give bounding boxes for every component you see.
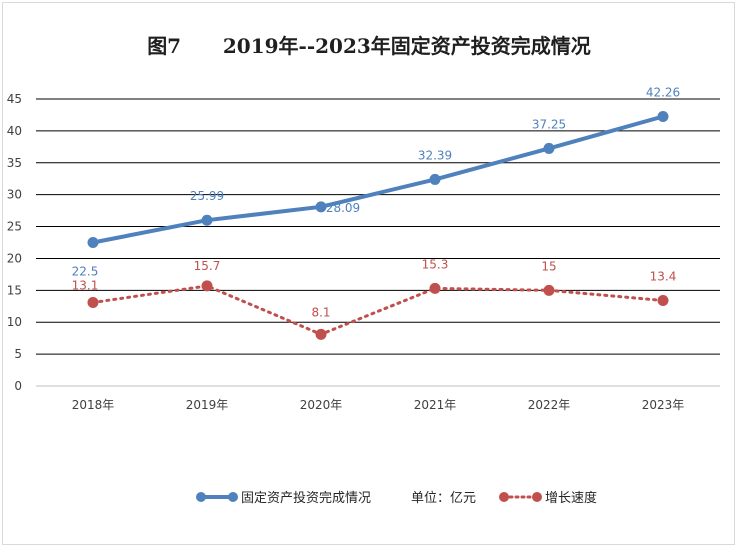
x-tick-label: 2022年 <box>528 398 571 412</box>
legend-growth-marker <box>532 492 542 502</box>
grid-layer <box>36 98 720 387</box>
series-growth-point <box>657 295 669 307</box>
x-tick-label: 2020年 <box>300 398 343 412</box>
legend-investment-marker <box>196 492 206 502</box>
series-investment-point <box>87 237 99 248</box>
series-growth-line <box>91 284 665 336</box>
x-tick-label: 2023年 <box>642 398 685 412</box>
y-tick-label: 25 <box>7 220 22 234</box>
legend-unit-label: 单位：亿元 <box>411 491 476 506</box>
legend-growth-label: 增长速度 <box>545 490 597 506</box>
series-investment-point <box>429 173 441 185</box>
series-growth-point <box>201 280 213 292</box>
data-label-growth: 15 <box>541 259 556 273</box>
series-investment-point <box>201 214 213 226</box>
y-tick-label: 10 <box>7 315 22 329</box>
data-label-investment: 32.39 <box>418 148 452 162</box>
chart-title: 图7 2019年--2023年固定资产投资完成情况 <box>147 34 591 58</box>
data-label-investment: 37.25 <box>532 117 566 131</box>
series-investment-line <box>91 114 665 245</box>
y-axis-ticks: 0 5 10 15 20 25 30 35 40 45 <box>7 92 22 393</box>
data-label-investment: 25.99 <box>190 189 224 203</box>
legend: 固定资产投资完成情况 单位：亿元 增长速度 <box>196 490 597 506</box>
series-layer <box>87 110 669 340</box>
legend-investment-label: 固定资产投资完成情况 <box>241 490 371 506</box>
data-label-investment: 28.09 <box>326 201 360 215</box>
x-tick-label: 2018年 <box>72 398 115 412</box>
y-tick-label: 15 <box>7 283 22 297</box>
data-label-growth: 8.1 <box>311 305 330 319</box>
x-tick-label: 2021年 <box>414 398 457 412</box>
y-tick-label: 0 <box>14 379 22 393</box>
series-investment-point <box>657 110 669 122</box>
y-tick-label: 40 <box>7 124 22 138</box>
data-label-growth: 13.1 <box>72 278 99 292</box>
series-growth-point <box>429 282 441 294</box>
series-investment-point <box>543 142 555 154</box>
series-growth-point <box>543 284 555 296</box>
series-growth-point <box>315 328 327 340</box>
legend-investment-marker <box>228 492 238 502</box>
y-tick-label: 45 <box>7 92 22 106</box>
data-labels: 22.5 25.99 28.09 32.39 37.25 42.26 13.1 15.7 8.1… <box>72 85 681 319</box>
data-label-growth: 15.7 <box>194 259 221 273</box>
series-growth-point <box>87 296 99 308</box>
y-tick-label: 30 <box>7 188 22 202</box>
series-investment-point <box>315 201 327 213</box>
x-axis-ticks: 2018年 2019年 2020年 2021年 2022年 2023年 <box>72 398 685 412</box>
y-tick-label: 20 <box>7 251 22 265</box>
x-tick-label: 2019年 <box>186 398 229 412</box>
data-label-growth: 15.3 <box>422 257 449 271</box>
data-label-growth: 13.4 <box>650 270 677 284</box>
legend-growth-marker <box>499 492 509 502</box>
data-label-investment: 42.26 <box>646 85 680 99</box>
y-tick-label: 5 <box>14 347 22 361</box>
y-tick-label: 35 <box>7 156 22 170</box>
data-label-investment: 22.5 <box>72 265 99 279</box>
